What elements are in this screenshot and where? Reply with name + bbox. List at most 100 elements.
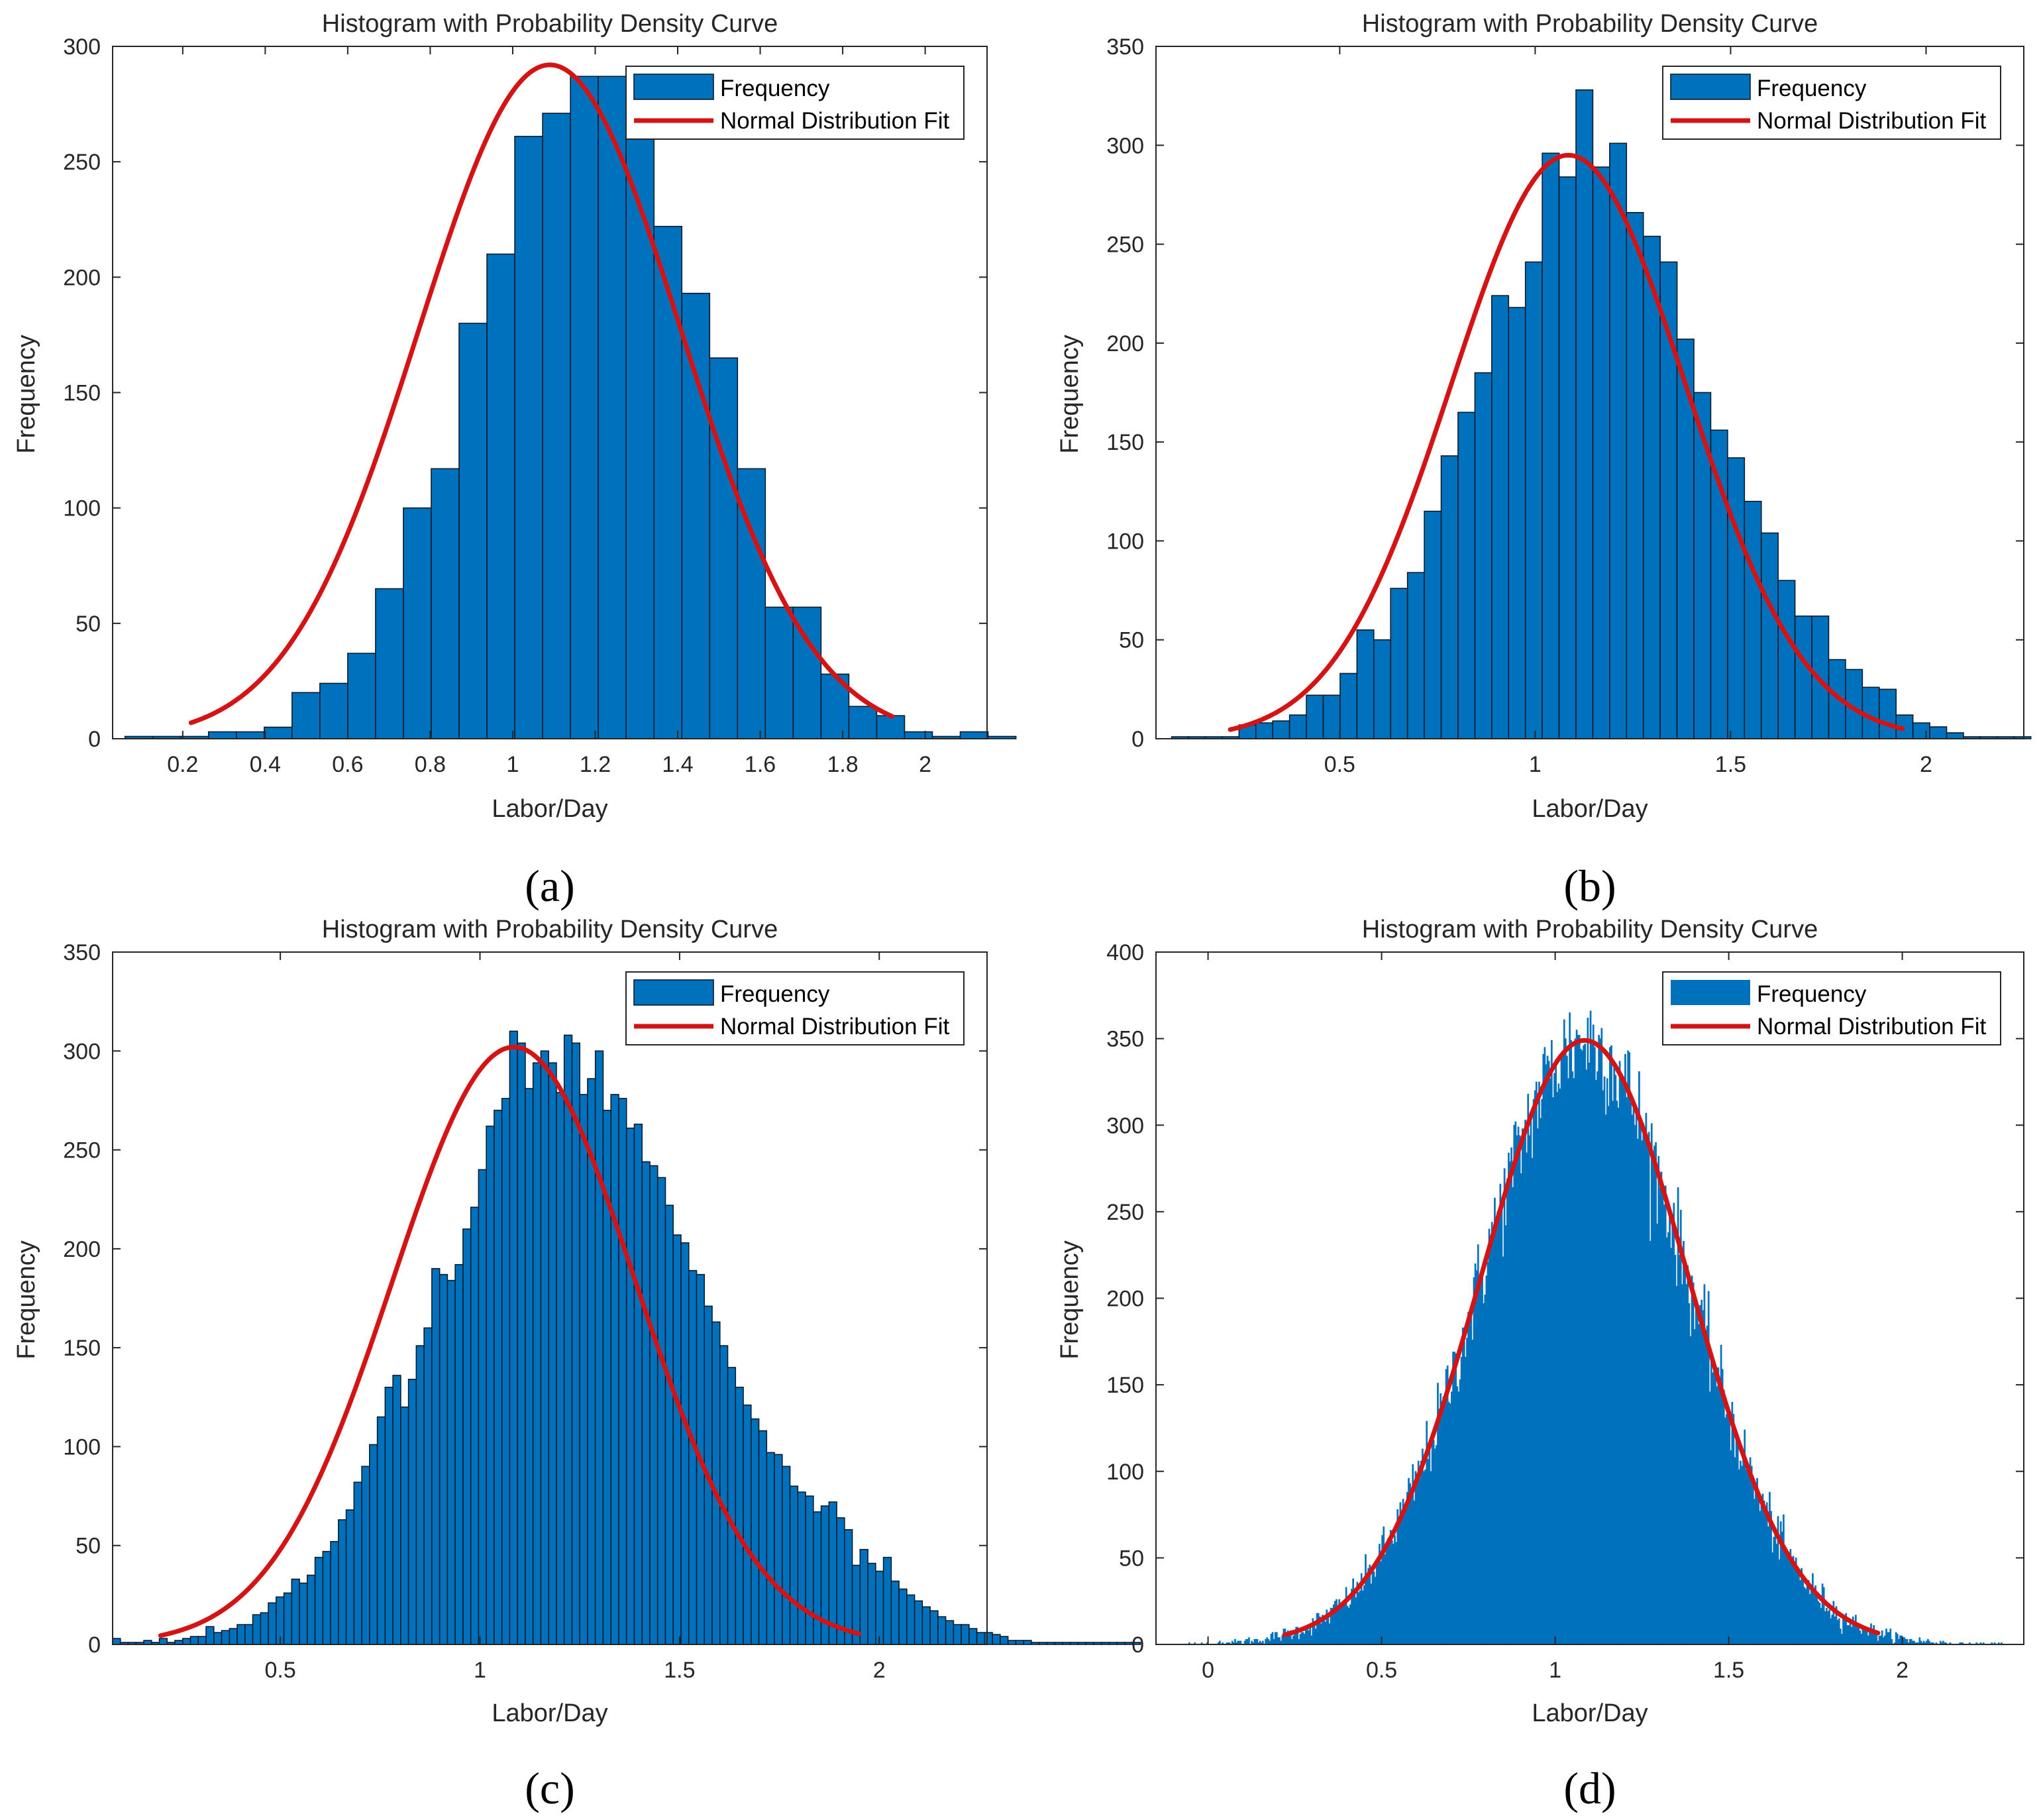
histogram-bar (1609, 1047, 1611, 1645)
histogram-bar (764, 606, 794, 739)
histogram-bar (1328, 1623, 1331, 1645)
histogram-bar (1300, 1632, 1303, 1645)
histogram-bar (1302, 1632, 1304, 1645)
chart-title: Histogram with Probability Density Curve (1362, 10, 1818, 38)
histogram-bar (1635, 1107, 1638, 1645)
y-tick-label: 200 (63, 265, 101, 290)
histogram-bar (633, 1123, 643, 1645)
histogram-bar (1234, 1638, 1236, 1645)
histogram-bar (1281, 1635, 1284, 1645)
legend-swatch-frequency (1671, 980, 1750, 1005)
chart-title: Histogram with Probability Density Curve (1362, 916, 1818, 943)
histogram-bar (1327, 1615, 1330, 1645)
histogram-bar (618, 1098, 627, 1645)
histogram-bar (1531, 1157, 1534, 1645)
histogram-bar (1492, 1234, 1494, 1645)
histogram-bar (1667, 1232, 1669, 1645)
histogram-bar (1879, 1635, 1882, 1645)
y-tick-label: 150 (1106, 1373, 1144, 1398)
x-axis-label: Labor/Day (492, 795, 607, 823)
histogram-bar (1291, 1638, 1293, 1645)
histogram-bar (1698, 1324, 1700, 1645)
histogram-bar (1530, 1112, 1532, 1645)
y-tick-label: 300 (1106, 1113, 1144, 1138)
histogram-bar (1502, 1256, 1504, 1645)
histogram-bar (1374, 1576, 1377, 1645)
histogram-bar (1765, 1502, 1768, 1645)
histogram-bar (1808, 1593, 1811, 1645)
histogram-bar (1385, 1545, 1388, 1645)
histogram-bar (1322, 694, 1341, 739)
histogram-bar (1718, 1384, 1721, 1645)
histogram-bar (1677, 1187, 1679, 1645)
histogram-bar (1617, 1107, 1620, 1645)
histogram-bar (1679, 1209, 1682, 1645)
y-tick-label: 350 (1106, 34, 1144, 60)
histogram-bar (1353, 1589, 1356, 1645)
histogram-bar (1787, 1554, 1789, 1645)
histogram-bar (1420, 1460, 1422, 1645)
histogram-bar (307, 1574, 316, 1645)
histogram-bar (1403, 1507, 1406, 1645)
histogram-bar (1613, 1062, 1616, 1645)
histogram-bar (1422, 1448, 1424, 1645)
histogram-bar (182, 1638, 191, 1645)
legend-label-frequency: Frequency (1757, 981, 1867, 1007)
histogram-bar (1489, 1250, 1492, 1645)
y-tick-label: 200 (1106, 331, 1144, 356)
histogram-bar (1909, 1638, 1911, 1645)
histogram-bar (1273, 1638, 1275, 1645)
histogram-bar (1710, 429, 1728, 739)
histogram-bar (1620, 1075, 1622, 1645)
chart-panel-a: Histogram with Probability Density Curve… (13, 10, 1017, 911)
histogram-bar (1693, 1329, 1696, 1645)
histogram-bar (1310, 1635, 1313, 1645)
histogram-bar (1742, 1452, 1744, 1645)
histogram-bar (1735, 1438, 1738, 1645)
histogram-bar (423, 1327, 433, 1645)
histogram-bar (1771, 1552, 1773, 1645)
histogram-bar (205, 1626, 215, 1645)
histogram-bar (758, 1430, 768, 1645)
histogram-bar (1741, 1466, 1743, 1645)
histogram-bar (1355, 1597, 1357, 1645)
histogram-bar (1346, 1606, 1349, 1645)
histogram-bar (1481, 1277, 1483, 1645)
histogram-bar (1108, 1642, 1118, 1645)
histogram-bar (1830, 1618, 1832, 1645)
histogram-bar (1438, 1409, 1440, 1645)
histogram-bar (1898, 1638, 1900, 1645)
histogram-bar (299, 1582, 308, 1645)
histogram-bar (1688, 1303, 1691, 1645)
histogram-bar (1685, 1284, 1688, 1645)
y-tick-label: 0 (1131, 1633, 1144, 1658)
histogram-bar (1255, 722, 1274, 739)
histogram-bar (1317, 1613, 1320, 1645)
histogram-bar (1716, 1386, 1718, 1645)
histogram-bar (653, 225, 683, 739)
histogram-bar (1398, 1523, 1400, 1645)
histogram-bar (1683, 1240, 1685, 1645)
histogram-bar (361, 1466, 370, 1645)
histogram-bar (1887, 1632, 1889, 1645)
histogram-bar (1701, 1299, 1703, 1645)
histogram-bar (1506, 1178, 1508, 1645)
histogram-bar (1449, 1403, 1451, 1645)
histogram-bar (1561, 1055, 1564, 1645)
histogram-bar (197, 1636, 207, 1645)
legend-label-fit: Normal Distribution Fit (720, 1014, 949, 1040)
fit-curve-series (1282, 1038, 1881, 1638)
histogram-bar (1513, 1124, 1516, 1645)
histogram-bar (1714, 1374, 1717, 1645)
histogram-bar (1491, 1222, 1493, 1645)
legend-label-frequency: Frequency (1757, 76, 1867, 101)
histogram-bar (1584, 1044, 1587, 1645)
histogram-bar (1585, 1069, 1588, 1645)
histogram-bar (1644, 1135, 1646, 1645)
histogram-bar (1373, 1571, 1375, 1645)
histogram-bar (1456, 1386, 1459, 1645)
histogram-bar (1640, 1123, 1642, 1645)
histogram-bar (1424, 510, 1442, 739)
histogram-bar (1853, 1625, 1856, 1645)
histogram-bar (1574, 1038, 1577, 1645)
